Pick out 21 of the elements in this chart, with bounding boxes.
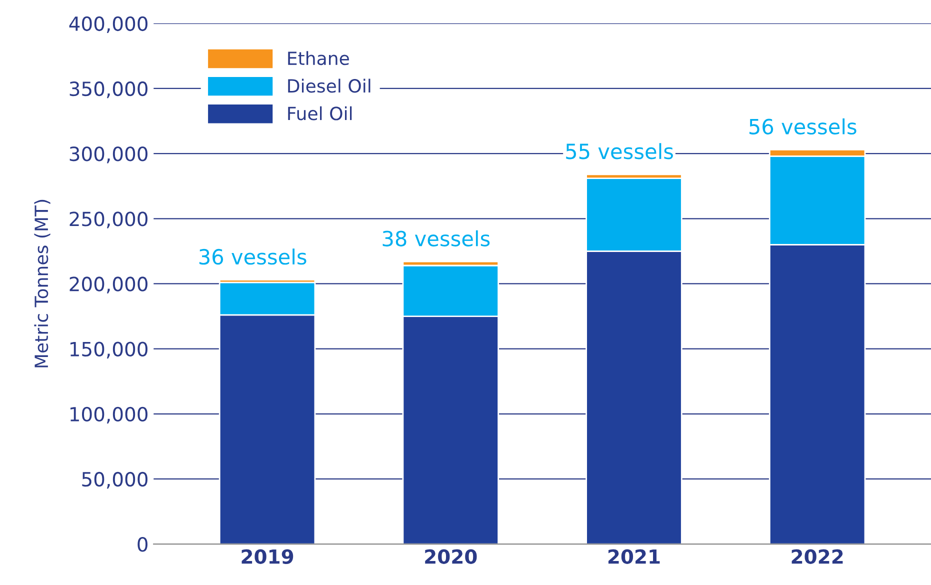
annotation: 55 vessels bbox=[566, 143, 673, 160]
x-tick-label: 2020 bbox=[425, 549, 477, 564]
y-tick-label: 250,000 bbox=[70, 212, 148, 228]
y-tick-label: 200,000 bbox=[70, 276, 148, 294]
annotation: 38 vessels bbox=[382, 230, 490, 246]
y-tick-label: 100,000 bbox=[70, 406, 148, 424]
y-tick-label: 350,000 bbox=[70, 81, 148, 98]
x-tick-label: 2019 bbox=[242, 549, 294, 564]
y-tick-label: 400,000 bbox=[69, 16, 148, 34]
y-tick-label: 0 bbox=[138, 537, 148, 552]
x-tick-label: 2021 bbox=[608, 549, 660, 564]
annotation: 36 vessels bbox=[199, 248, 306, 265]
y-tick-label: 150,000 bbox=[70, 342, 148, 358]
legend-label: Fuel Oil bbox=[288, 106, 352, 120]
annotation: 56 vessels bbox=[749, 118, 856, 135]
legend-label: Diesel Oil bbox=[288, 78, 370, 93]
legend-label: Ethane bbox=[288, 51, 349, 66]
x-tick-label: 2022 bbox=[792, 549, 843, 564]
y-tick-label: 300,000 bbox=[70, 146, 148, 164]
y-tick-label: 50,000 bbox=[82, 472, 148, 489]
y-axis-title: Metric Tonnes (MT) bbox=[34, 200, 50, 368]
